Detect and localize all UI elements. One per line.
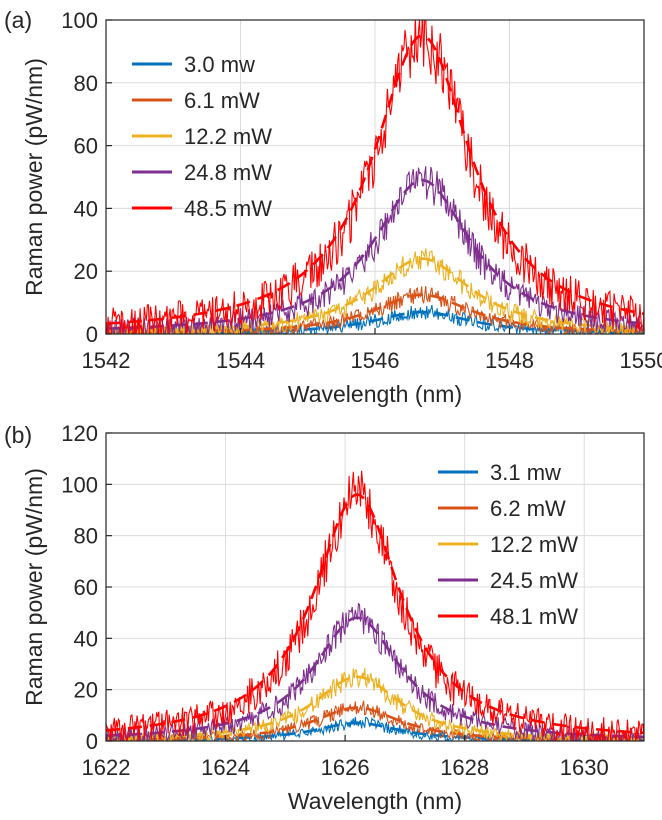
legend-label: 3.0 mw [184,52,255,77]
legend: 3.1 mw 6.2 mW 12.2 mW 24.5 mW 48.1 mW [438,460,578,629]
x-axis-label: Wavelength (nm) [288,381,462,407]
x-tick-label: 1544 [216,348,265,373]
x-tick-label: 1630 [560,755,609,780]
y-tick-label: 0 [86,729,98,754]
series-line-fit [106,178,644,330]
x-tick-label: 1546 [351,348,400,373]
y-tick-label: 60 [74,134,98,159]
panel-label: (b) [4,422,32,448]
series-group [106,470,644,741]
series-line-measured [106,470,644,741]
series-line-fit [106,493,644,735]
series-group [106,20,644,334]
legend-label: 12.2 mW [490,532,578,557]
y-axis-label: Raman power (pW/nm) [21,468,47,706]
legend-label: 24.8 mW [184,160,272,185]
legend-label: 6.1 mW [184,88,260,113]
y-tick-label: 100 [61,472,98,497]
x-axis-label: Wavelength (nm) [288,788,462,814]
legend-label: 6.2 mW [490,496,566,521]
y-tick-label: 80 [74,524,98,549]
legend-label: 3.1 mw [490,460,561,485]
legend-label: 12.2 mW [184,124,272,149]
y-tick-label: 120 [61,421,98,446]
x-tick-label: 1622 [82,755,131,780]
y-tick-label: 100 [61,8,98,33]
y-tick-label: 0 [86,322,98,347]
legend-label: 48.5 mW [184,196,272,221]
panel-b: 1622 1624 1626 1628 1630 0 20 40 60 80 100 120 Wavel… [4,421,645,814]
y-axis-label: Raman power (pW/nm) [21,58,47,296]
series-line-fit [106,616,644,739]
x-tick-label: 1542 [82,348,131,373]
series-line-fit [106,34,644,325]
y-tick-label: 20 [74,678,98,703]
series-line-measured [106,166,644,334]
y-tick-label: 40 [74,626,98,651]
legend-label: 24.5 mW [490,568,578,593]
x-tick-label: 1624 [201,755,250,780]
y-tick-label: 80 [74,71,98,96]
x-tick-label: 1628 [440,755,489,780]
legend: 3.0 mw 6.1 mW 12.2 mW 24.8 mW 48.5 mW [132,52,272,221]
x-tick-label: 1626 [321,755,370,780]
panel-label: (a) [4,7,32,33]
series-line-measured [106,700,644,741]
y-tick-label: 60 [74,575,98,600]
y-tick-label: 20 [74,259,98,284]
legend-label: 48.1 mW [490,604,578,629]
y-tick-label: 40 [74,196,98,221]
x-tick-label: 1548 [485,348,534,373]
